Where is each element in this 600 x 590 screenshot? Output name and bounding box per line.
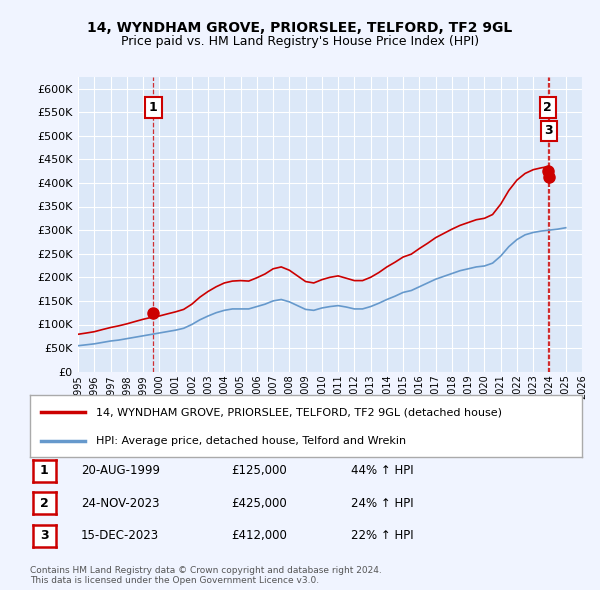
Text: 22% ↑ HPI: 22% ↑ HPI — [351, 529, 413, 542]
Text: £412,000: £412,000 — [231, 529, 287, 542]
Text: 2: 2 — [544, 101, 552, 114]
Text: 24% ↑ HPI: 24% ↑ HPI — [351, 497, 413, 510]
Text: 15-DEC-2023: 15-DEC-2023 — [81, 529, 159, 542]
Text: 20-AUG-1999: 20-AUG-1999 — [81, 464, 160, 477]
Text: 2: 2 — [40, 497, 49, 510]
Text: 14, WYNDHAM GROVE, PRIORSLEE, TELFORD, TF2 9GL (detached house): 14, WYNDHAM GROVE, PRIORSLEE, TELFORD, T… — [96, 407, 502, 417]
Text: 1: 1 — [40, 464, 49, 477]
Text: 44% ↑ HPI: 44% ↑ HPI — [351, 464, 413, 477]
Text: £425,000: £425,000 — [231, 497, 287, 510]
Text: 24-NOV-2023: 24-NOV-2023 — [81, 497, 160, 510]
Text: HPI: Average price, detached house, Telford and Wrekin: HPI: Average price, detached house, Telf… — [96, 435, 406, 445]
Text: 3: 3 — [545, 124, 553, 137]
Text: 14, WYNDHAM GROVE, PRIORSLEE, TELFORD, TF2 9GL: 14, WYNDHAM GROVE, PRIORSLEE, TELFORD, T… — [88, 21, 512, 35]
Text: £125,000: £125,000 — [231, 464, 287, 477]
Text: 1: 1 — [149, 101, 158, 114]
Text: Contains HM Land Registry data © Crown copyright and database right 2024.
This d: Contains HM Land Registry data © Crown c… — [30, 566, 382, 585]
Text: Price paid vs. HM Land Registry's House Price Index (HPI): Price paid vs. HM Land Registry's House … — [121, 35, 479, 48]
Text: 3: 3 — [40, 529, 49, 542]
